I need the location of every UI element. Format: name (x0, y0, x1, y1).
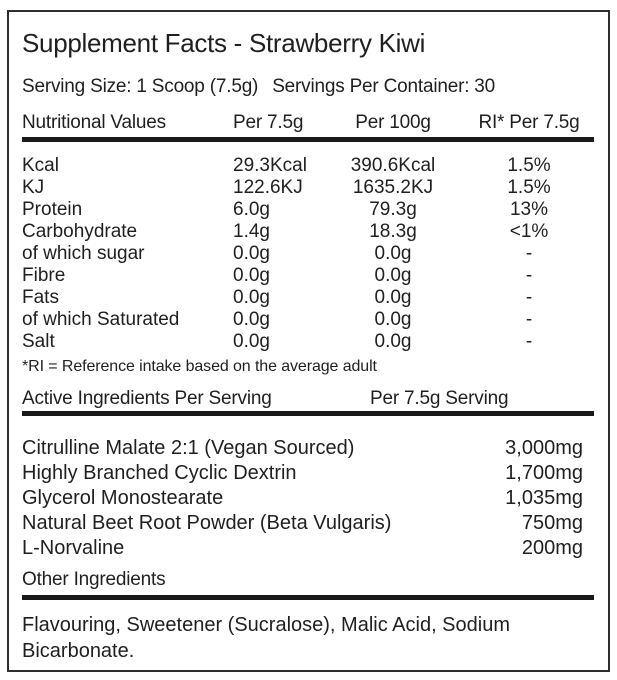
active-ingredients-heading: Active Ingredients Per Serving (22, 388, 272, 409)
ri-footnote: *RI = Reference intake based on the aver… (22, 358, 377, 375)
value-ri: - (525, 265, 533, 286)
ingredient-name: Citrulline Malate 2:1 (Vegan Sourced) (22, 437, 355, 459)
nutrition-row: Fats 0.0g 0.0g - (22, 287, 594, 309)
nutrition-header-row: Nutritional Values Per 7.5g Per 100g RI*… (22, 112, 594, 134)
active-ingredients-list: Citrulline Malate 2:1 (Vegan Sourced) 3,… (22, 436, 594, 561)
value-per-100g: 79.3g (369, 199, 417, 220)
serving-size-value: Scoop (7.5g) (151, 76, 259, 97)
value-ri: - (525, 287, 533, 308)
serving-size-label: Serving Size: 1 (22, 76, 147, 97)
servings-per-container-value: 30 (474, 76, 496, 97)
value-per-100g: 390.6Kcal (350, 155, 436, 176)
value-per-100g: 0.0g (374, 243, 412, 264)
value-per-100g: 0.0g (374, 265, 412, 286)
value-per-100g: 18.3g (369, 221, 417, 242)
ingredient-name: Highly Branched Cyclic Dextrin (22, 462, 297, 484)
ingredient-amount: 1,700mg (505, 462, 583, 484)
column-header-ri-per-7-5g: RI* Per 7.5g (478, 112, 580, 133)
per-serving-heading: Per 7.5g Serving (370, 388, 509, 409)
nutrition-row: Kcal 29.3Kcal 390.6Kcal 1.5% (22, 155, 594, 177)
ingredient-name: L-Norvaline (22, 537, 125, 559)
nutrient-name: Fibre (22, 265, 66, 286)
nutrition-row: Carbohydrate 1.4g 18.3g <1% (22, 221, 594, 243)
serving-info: Serving Size: 1 Scoop (7.5g) Servings Per … (22, 75, 594, 99)
nutrient-name: Salt (22, 331, 55, 352)
value-ri: - (525, 331, 533, 352)
value-ri: 13% (509, 199, 549, 220)
other-ingredients-heading: Other Ingredients (22, 569, 166, 590)
supplement-facts-panel: Supplement Facts - Strawberry Kiwi Servi… (7, 10, 610, 672)
ingredient-name: Natural Beet Root Powder (Beta Vulgaris) (22, 512, 392, 534)
column-header-per-7-5g: Per 7.5g (233, 112, 304, 133)
ingredient-amount: 3,000mg (505, 437, 583, 459)
value-per-7-5g: 0.0g (233, 265, 270, 286)
nutrient-name: Kcal (22, 155, 59, 176)
value-per-100g: 1635.2KJ (352, 177, 434, 198)
value-per-7-5g: 0.0g (233, 309, 270, 330)
nutrient-name: of which Saturated (22, 309, 180, 330)
ingredient-row: Glycerol Monostearate 1,035mg (22, 486, 594, 511)
nutrition-table: Kcal 29.3Kcal 390.6Kcal 1.5% KJ 122.6KJ … (22, 155, 594, 353)
value-per-7-5g: 6.0g (233, 199, 270, 220)
value-per-100g: 0.0g (374, 287, 412, 308)
value-ri: - (525, 243, 533, 264)
value-per-7-5g: 0.0g (233, 287, 270, 308)
column-header-nutritional-values: Nutritional Values (22, 112, 166, 133)
ingredient-row: L-Norvaline 200mg (22, 536, 594, 561)
value-per-100g: 0.0g (374, 331, 412, 352)
thick-rule-nutrition (22, 137, 594, 142)
other-ingredients-text: Flavouring, Sweetener (Sucralose), Malic… (22, 614, 510, 662)
column-header-per-100g: Per 100g (355, 112, 431, 133)
value-per-7-5g: 29.3Kcal (233, 155, 307, 176)
thick-rule-other-ingredients (22, 595, 594, 600)
nutrition-row: Protein 6.0g 79.3g 13% (22, 199, 594, 221)
nutrition-row: Salt 0.0g 0.0g - (22, 331, 594, 353)
ingredient-amount: 750mg (521, 512, 583, 534)
nutrition-row: KJ 122.6KJ 1635.2KJ 1.5% (22, 177, 594, 199)
ingredient-row: Natural Beet Root Powder (Beta Vulgaris)… (22, 511, 594, 536)
nutrient-name: Carbohydrate (22, 221, 138, 242)
value-ri: - (525, 309, 533, 330)
ingredient-row: Citrulline Malate 2:1 (Vegan Sourced) 3,… (22, 436, 594, 461)
nutrient-name: of which sugar (22, 243, 145, 264)
servings-per-container-label: Servings Per Container: (272, 76, 470, 97)
value-per-100g: 0.0g (374, 309, 412, 330)
ingredient-name: Glycerol Monostearate (22, 487, 224, 509)
value-per-7-5g: 1.4g (233, 221, 270, 242)
value-per-7-5g: 0.0g (233, 243, 270, 264)
value-ri: <1% (509, 221, 549, 242)
nutrition-row: of which sugar 0.0g 0.0g - (22, 243, 594, 265)
nutrient-name: KJ (22, 177, 45, 198)
label-title: Supplement Facts - Strawberry Kiwi (22, 28, 426, 58)
nutrition-row: of which Saturated 0.0g 0.0g - (22, 309, 594, 331)
thick-rule-active-ingredients (22, 411, 594, 416)
value-ri: 1.5% (507, 155, 551, 176)
nutrient-name: Protein (22, 199, 83, 220)
nutrient-name: Fats (22, 287, 59, 308)
ingredient-amount: 1,035mg (505, 487, 583, 509)
value-per-7-5g: 122.6KJ (233, 177, 303, 198)
value-ri: 1.5% (507, 177, 551, 198)
ingredient-amount: 200mg (521, 537, 583, 559)
nutrition-row: Fibre 0.0g 0.0g - (22, 265, 594, 287)
ingredient-row: Highly Branched Cyclic Dextrin 1,700mg (22, 461, 594, 486)
active-ingredients-header-row: Active Ingredients Per Serving Per 7.5g … (22, 387, 594, 411)
value-per-7-5g: 0.0g (233, 331, 270, 352)
